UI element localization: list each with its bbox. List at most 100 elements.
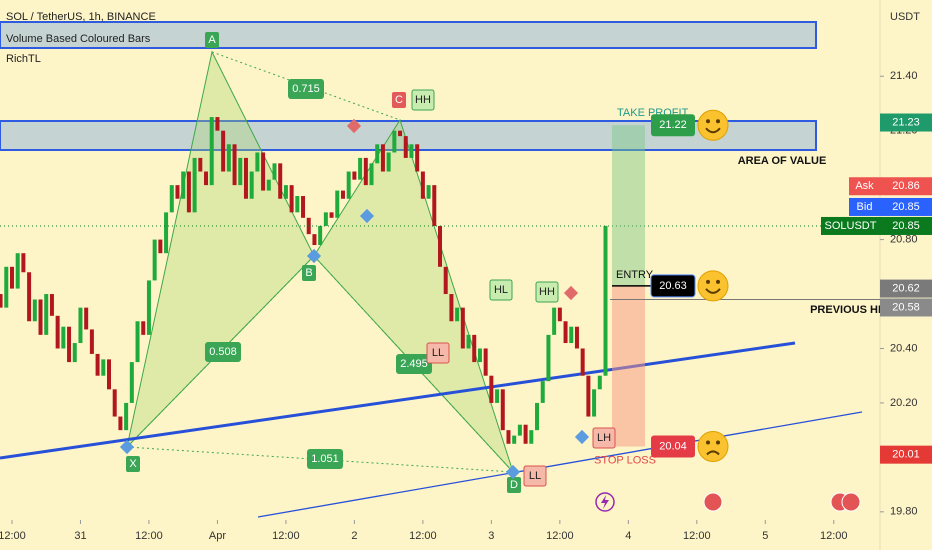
trend-line bbox=[0, 341, 796, 460]
x-tick-label: 5 bbox=[762, 530, 768, 542]
pattern-point-label: B bbox=[305, 267, 312, 279]
candle-body bbox=[312, 234, 317, 246]
candle-body bbox=[135, 321, 140, 363]
emoji-eye bbox=[716, 119, 720, 124]
emoji-mouth bbox=[706, 450, 720, 456]
candle-body bbox=[335, 190, 340, 218]
candle-body bbox=[32, 299, 37, 322]
x-tick-label: 12:00 bbox=[820, 530, 848, 542]
candle-body bbox=[27, 272, 32, 322]
candle-body bbox=[278, 163, 283, 199]
price-label: 20.85 bbox=[892, 220, 920, 232]
candle-body bbox=[363, 157, 368, 186]
y-tick-label: 20.20 bbox=[890, 397, 918, 409]
candle-body bbox=[415, 144, 420, 172]
candle-body bbox=[49, 294, 54, 316]
candle-body bbox=[580, 348, 585, 376]
pattern-point-box bbox=[126, 456, 140, 472]
price-label-box bbox=[880, 177, 932, 196]
y-tick-label: 20.40 bbox=[890, 342, 918, 354]
pivot-marker bbox=[563, 285, 579, 301]
candle-body bbox=[517, 424, 522, 436]
pattern-point-box bbox=[392, 92, 406, 108]
candle-body bbox=[124, 402, 129, 431]
ratio-label: 0.508 bbox=[209, 346, 237, 358]
candle-body bbox=[221, 130, 226, 172]
x-tick-label: 3 bbox=[488, 530, 494, 542]
trade-price-box bbox=[650, 274, 696, 298]
pattern-point-box bbox=[205, 32, 219, 48]
candle-body bbox=[44, 294, 49, 335]
candle-body bbox=[603, 225, 608, 376]
price-label-box bbox=[880, 113, 932, 132]
candle-body bbox=[523, 424, 528, 444]
structure-label: LL bbox=[529, 470, 541, 482]
structure-label: LL bbox=[432, 347, 444, 359]
price-label: 21.23 bbox=[892, 116, 920, 128]
ratio-box bbox=[205, 342, 241, 362]
candle-body bbox=[592, 389, 597, 417]
candle-body bbox=[152, 239, 157, 281]
candle-body bbox=[38, 299, 43, 335]
price-label-box bbox=[880, 298, 932, 317]
pattern-point-label: D bbox=[510, 479, 518, 491]
take-profit-zone bbox=[612, 125, 645, 286]
structure-box bbox=[489, 279, 513, 301]
candle-body bbox=[438, 225, 442, 267]
x-tick-label: 12:00 bbox=[272, 530, 300, 542]
trade-price: 21.22 bbox=[659, 119, 687, 131]
candle-body bbox=[563, 321, 568, 344]
x-tick-label: 31 bbox=[74, 530, 86, 542]
price-label-box bbox=[880, 279, 932, 298]
zone-top bbox=[0, 21, 817, 49]
entry-label: ENTRY bbox=[616, 269, 654, 281]
pivot-marker bbox=[574, 429, 590, 445]
candle-body bbox=[146, 280, 151, 335]
candle-body bbox=[175, 185, 180, 199]
candle-body bbox=[455, 307, 460, 322]
candle-body bbox=[249, 171, 254, 199]
candle-body bbox=[238, 157, 243, 186]
structure-label: HH bbox=[539, 286, 555, 298]
emoji-eye bbox=[716, 440, 720, 445]
structure-box bbox=[426, 342, 450, 364]
emoji bbox=[697, 109, 729, 141]
trade-price: 20.63 bbox=[659, 280, 687, 292]
zone-label: AREA OF VALUE bbox=[738, 155, 827, 167]
candle-body bbox=[574, 326, 579, 349]
candle-body bbox=[204, 171, 209, 186]
price-label-box bbox=[880, 216, 932, 235]
candle-body bbox=[318, 225, 323, 246]
emoji bbox=[697, 270, 729, 302]
x-tick-label: Apr bbox=[209, 530, 226, 542]
emoji-eye bbox=[716, 279, 720, 284]
price-label-name: Ask bbox=[855, 180, 874, 192]
x-tick-label: 12:00 bbox=[409, 530, 437, 542]
pattern-point-box bbox=[507, 477, 521, 493]
price-label-name: SOLUSDT bbox=[825, 220, 877, 232]
candle-body bbox=[477, 348, 482, 363]
candle-body bbox=[426, 185, 431, 199]
price-label-name: Bid bbox=[857, 201, 873, 213]
trade-price: 20.04 bbox=[659, 440, 687, 452]
price-label: 20.86 bbox=[892, 180, 920, 192]
candle-body bbox=[323, 212, 328, 226]
candle-body bbox=[369, 163, 374, 186]
x-tick-label: 2 bbox=[351, 530, 357, 542]
candle-body bbox=[255, 152, 260, 172]
price-label: 20.62 bbox=[892, 282, 920, 294]
price-label-name-box bbox=[821, 216, 880, 235]
candle-body bbox=[129, 362, 134, 403]
flag-icon bbox=[841, 492, 861, 512]
candle-body bbox=[552, 307, 557, 335]
flag-icon bbox=[703, 492, 723, 512]
candle-body bbox=[535, 402, 540, 431]
candle-body bbox=[198, 157, 203, 172]
price-label: 20.58 bbox=[892, 301, 920, 313]
candle-body bbox=[141, 321, 146, 335]
pivot-marker bbox=[119, 439, 135, 455]
candle-body bbox=[483, 348, 488, 376]
candle-body bbox=[392, 130, 397, 153]
candle-body bbox=[500, 389, 505, 431]
candle-body bbox=[546, 334, 551, 382]
